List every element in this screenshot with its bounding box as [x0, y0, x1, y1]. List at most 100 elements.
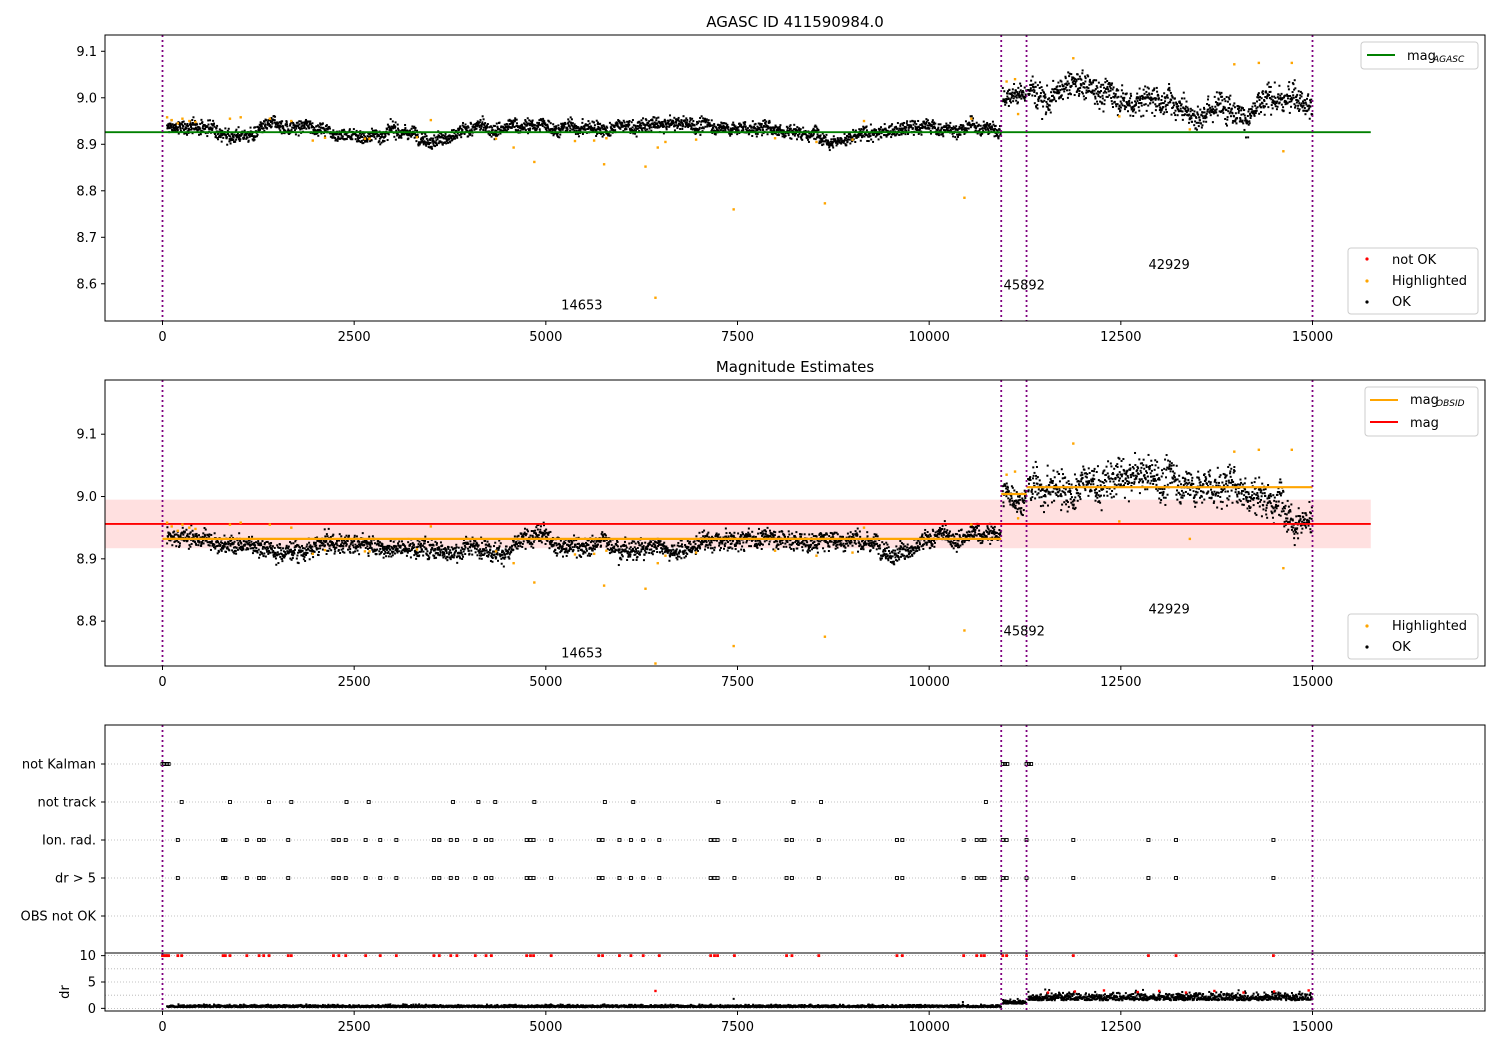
ok-point — [1155, 97, 1158, 100]
ok-point — [634, 126, 637, 129]
ok-point — [648, 120, 651, 123]
ok-point — [336, 544, 339, 547]
ok-point — [366, 545, 369, 548]
ok-point — [411, 545, 414, 548]
ok-point — [1153, 88, 1156, 91]
ok-point — [1164, 108, 1167, 111]
ok-point — [1023, 86, 1026, 89]
ok-point — [395, 129, 398, 132]
legend-mag-agasc-label: mag — [1407, 49, 1436, 64]
ok-point — [457, 546, 460, 549]
ok-point — [616, 122, 619, 125]
ok-point — [257, 540, 260, 543]
ok-point — [640, 128, 643, 131]
ok-point — [932, 125, 935, 128]
ok-point — [568, 120, 571, 123]
ok-point — [738, 122, 741, 125]
ok-point — [627, 125, 630, 128]
ok-point — [488, 545, 491, 548]
ok-point — [1110, 84, 1113, 87]
ok-point — [689, 124, 692, 127]
ok-point — [415, 557, 418, 560]
ok-point — [389, 118, 392, 121]
ok-point — [524, 120, 527, 123]
ok-point — [970, 115, 973, 118]
ok-point — [176, 129, 179, 132]
ok-point — [1292, 83, 1295, 86]
ok-point — [1119, 106, 1122, 109]
ok-point — [1010, 93, 1013, 96]
ok-point — [634, 124, 637, 127]
ok-point — [789, 137, 792, 140]
ok-point — [255, 541, 258, 544]
ok-point — [925, 120, 928, 123]
ok-point — [1143, 92, 1146, 95]
ok-point — [396, 547, 399, 550]
ok-point — [377, 540, 380, 543]
ok-point — [849, 133, 852, 136]
ok-point — [1134, 111, 1137, 114]
ok-point — [319, 123, 322, 126]
ok-point — [292, 121, 295, 124]
ok-point — [1118, 104, 1121, 107]
y-tick-label: 8.7 — [76, 231, 97, 246]
ok-point — [1304, 113, 1307, 116]
ok-point — [274, 551, 277, 554]
ok-point — [1248, 122, 1251, 125]
ok-point — [287, 128, 290, 131]
ok-point — [822, 143, 825, 146]
ok-point — [728, 132, 731, 135]
ok-point — [194, 541, 197, 544]
ok-point — [438, 548, 441, 551]
ok-point — [1115, 88, 1118, 91]
ok-point — [1196, 105, 1199, 108]
ok-point — [504, 556, 507, 559]
ok-point — [530, 124, 533, 127]
ok-point — [543, 126, 546, 129]
ok-point — [264, 123, 267, 126]
ok-point — [376, 542, 379, 545]
ok-point — [231, 139, 234, 142]
ok-point — [309, 549, 312, 552]
ok-point — [1201, 124, 1204, 127]
ok-point — [937, 126, 940, 129]
ok-point — [247, 543, 250, 546]
ok-point — [1274, 96, 1277, 99]
highlighted-point — [533, 160, 536, 164]
ok-point — [374, 542, 377, 545]
ok-point — [265, 540, 268, 543]
ok-point — [497, 546, 500, 549]
ok-point — [486, 544, 489, 547]
ok-point — [1286, 97, 1289, 100]
ok-point — [1164, 105, 1167, 108]
ok-point — [220, 140, 223, 143]
ok-point — [478, 557, 481, 560]
ok-point — [476, 123, 479, 126]
ok-point — [599, 129, 602, 132]
ok-point — [386, 544, 389, 547]
ok-point — [937, 134, 940, 137]
ok-point — [1210, 108, 1213, 111]
ok-point — [1205, 112, 1208, 115]
ok-point — [256, 550, 259, 553]
ok-point — [1182, 91, 1185, 94]
ok-point — [1117, 95, 1120, 98]
ok-point — [883, 123, 886, 126]
ok-point — [729, 127, 732, 130]
ok-point — [500, 557, 503, 560]
ok-point — [380, 545, 383, 548]
ok-point — [637, 125, 640, 128]
ok-point — [1098, 107, 1101, 110]
ok-point — [1083, 82, 1086, 85]
ok-point — [475, 127, 478, 130]
ok-point — [178, 542, 181, 545]
ok-point — [461, 553, 464, 556]
ok-point — [783, 136, 786, 139]
ok-point — [451, 556, 454, 559]
ok-point — [412, 543, 415, 546]
ok-point — [793, 123, 796, 126]
ok-point — [994, 124, 997, 127]
ok-point — [1229, 110, 1232, 113]
ok-point — [1120, 95, 1123, 98]
ok-point — [687, 126, 690, 129]
